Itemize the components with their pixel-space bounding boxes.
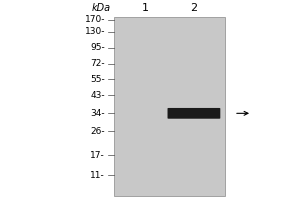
Bar [114,17,225,196]
Text: 130-: 130- [85,27,105,36]
Text: kDa: kDa [92,3,111,13]
Text: 17-: 17- [90,151,105,160]
Text: 43-: 43- [90,91,105,100]
Text: 72-: 72- [90,59,105,68]
Text: 55-: 55- [90,75,105,84]
Text: 1: 1 [142,3,148,13]
Text: 95-: 95- [90,43,105,52]
FancyBboxPatch shape [167,108,220,119]
Text: 170-: 170- [85,15,105,24]
Text: 11-: 11- [90,171,105,180]
Text: 34-: 34- [90,109,105,118]
Text: 26-: 26- [90,127,105,136]
Text: 2: 2 [190,3,197,13]
